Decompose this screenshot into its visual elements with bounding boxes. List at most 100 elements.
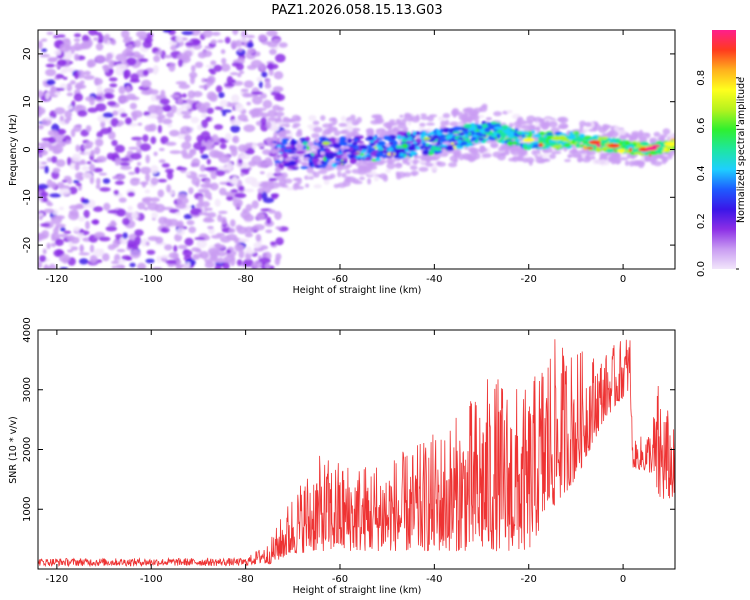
spectrogram-cell xyxy=(40,141,51,148)
spectrogram-cell xyxy=(221,216,227,225)
spectrogram-cell xyxy=(81,165,90,172)
spectrogram-cell xyxy=(145,115,158,119)
spectrogram-cell xyxy=(418,166,429,172)
spectrogram-cell xyxy=(644,156,652,162)
spectrogram-cell xyxy=(339,160,348,164)
spectrogram-cell xyxy=(367,135,374,140)
spectrogram-cell xyxy=(336,166,343,171)
spectrogram-cell xyxy=(111,260,120,265)
spectrogram-cell xyxy=(116,208,127,217)
spectrogram-cell xyxy=(602,124,612,128)
spectrogram-cell xyxy=(184,134,192,143)
spectrogram-cell xyxy=(230,189,239,193)
spectrogram-cell xyxy=(201,145,207,151)
spectrogram-cell xyxy=(238,185,245,191)
spectrogram-cell xyxy=(86,161,92,165)
spectrogram-cell xyxy=(97,39,104,44)
spectrogram-cell xyxy=(350,114,356,121)
spectrogram-cell xyxy=(142,69,149,76)
spectrogram-cell xyxy=(200,183,212,189)
spectrogram-peak xyxy=(645,146,658,151)
spectrogram-cell xyxy=(38,124,44,130)
spectrogram-cell xyxy=(46,242,51,250)
spectrogram-cell xyxy=(275,253,282,261)
spectrogram-cell xyxy=(470,114,480,121)
spectrogram-cell xyxy=(107,101,117,106)
spectrogram-cell xyxy=(105,57,110,63)
spectrogram-cell xyxy=(540,122,550,129)
spectrogram-cell xyxy=(276,106,285,112)
spectrogram-cell xyxy=(403,172,412,178)
spectrogram-cell xyxy=(209,93,218,102)
spectrogram-cell xyxy=(160,227,168,233)
spectrogram-cell xyxy=(359,176,365,181)
spectrogram-cell xyxy=(243,80,254,88)
spectrogram-cell xyxy=(115,264,126,269)
spectrogram-cell xyxy=(275,175,286,181)
spectrogram-cell xyxy=(103,202,111,211)
spectrogram-cell xyxy=(220,109,232,113)
spectrogram-cell xyxy=(67,249,74,253)
spectrogram-cell xyxy=(90,149,95,157)
spectrogram-cell xyxy=(41,38,48,42)
spectrogram-cell xyxy=(75,183,82,187)
chart-title: PAZ1.2026.058.15.13.G03 xyxy=(271,3,442,18)
spectrogram-cell xyxy=(130,177,141,181)
spectrogram-cell xyxy=(45,92,50,100)
spectrogram-cell xyxy=(483,133,487,138)
spectrogram-cell xyxy=(150,177,159,186)
spectrogram-cell xyxy=(505,129,512,135)
spectrogram-cell xyxy=(319,164,323,168)
spectrogram-cell xyxy=(580,149,590,154)
spectrogram-cell xyxy=(281,147,285,152)
spectrogram-cell xyxy=(145,241,150,246)
spectrogram-cell xyxy=(181,30,194,36)
spectrogram-cell xyxy=(269,48,277,56)
spectrogram-cell xyxy=(231,79,236,83)
spectrogram-cell xyxy=(83,70,91,76)
snr-x-tick-label: -100 xyxy=(140,574,163,585)
spectrogram-peak xyxy=(607,143,620,148)
spectrogram-cell xyxy=(294,159,300,163)
snr-x-tick-label: -80 xyxy=(237,574,253,585)
spectrogram-cell xyxy=(118,95,130,103)
spectrogram-cell xyxy=(211,31,221,36)
spectrogram-cell xyxy=(266,172,274,179)
spectrogram-cell xyxy=(314,138,319,144)
spectrogram-cell xyxy=(618,157,629,161)
spectrogram-cell xyxy=(89,254,98,264)
spectrogram-cell xyxy=(385,122,392,129)
spectrogram-cell xyxy=(657,136,666,141)
spectrogram-cell xyxy=(157,116,163,124)
spectrogram-cell xyxy=(125,211,131,219)
spectrogram-cell xyxy=(385,168,391,174)
spectrogram-cell xyxy=(246,34,255,39)
spectrogram-cell xyxy=(123,69,131,78)
spectrogram-cell xyxy=(236,245,245,251)
spectrogram-cell xyxy=(139,143,151,152)
spectrogram-cell xyxy=(250,59,263,68)
spectrogram-cell xyxy=(186,261,191,268)
spectrogram-cell xyxy=(95,184,101,190)
spectrogram-cell xyxy=(98,172,107,176)
spectrogram-cell xyxy=(638,161,645,169)
spectrogram-cell xyxy=(606,148,615,153)
spectrogram-cell xyxy=(256,76,263,83)
spectrogram-cell xyxy=(42,248,47,255)
spectrogram-cell xyxy=(512,156,521,160)
spectrogram-cell xyxy=(501,134,506,140)
spectrogram-cell xyxy=(533,134,542,138)
spectrogram-cell xyxy=(282,154,289,159)
spectrogram-cell xyxy=(52,167,61,174)
spectrogram-cell xyxy=(421,142,427,146)
spectrogram-cell xyxy=(158,216,168,225)
spectrogram-cell xyxy=(600,152,610,157)
spectrogram-cell xyxy=(222,262,230,269)
spectrogram-cell xyxy=(266,216,272,225)
spectrogram-cell xyxy=(448,162,458,168)
snr-y-tick-label: 1000 xyxy=(22,497,33,522)
spectrogram-cell xyxy=(349,153,355,159)
spectrogram-cell xyxy=(204,167,215,171)
spectrogram-cell xyxy=(427,139,435,142)
